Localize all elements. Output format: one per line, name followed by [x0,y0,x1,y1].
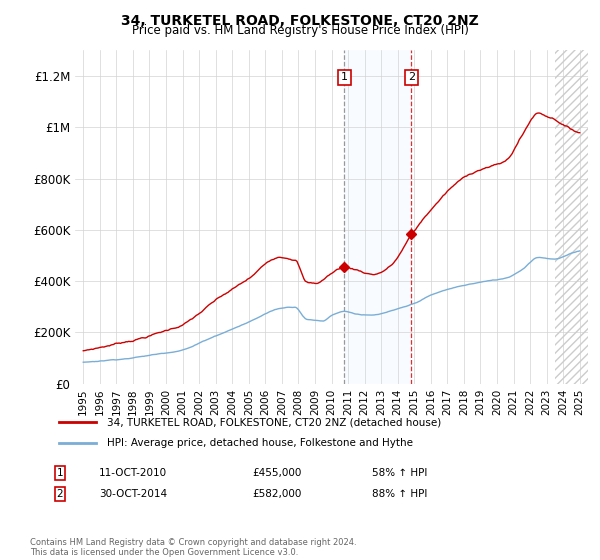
Text: Price paid vs. HM Land Registry's House Price Index (HPI): Price paid vs. HM Land Registry's House … [131,24,469,37]
Text: 1: 1 [341,72,348,82]
Bar [555,50,588,384]
Text: 1: 1 [56,468,64,478]
Text: 34, TURKETEL ROAD, FOLKESTONE, CT20 2NZ: 34, TURKETEL ROAD, FOLKESTONE, CT20 2NZ [121,14,479,28]
Text: HPI: Average price, detached house, Folkestone and Hythe: HPI: Average price, detached house, Folk… [107,438,413,448]
Text: £582,000: £582,000 [252,489,301,499]
Text: Contains HM Land Registry data © Crown copyright and database right 2024.
This d: Contains HM Land Registry data © Crown c… [30,538,356,557]
Text: 11-OCT-2010: 11-OCT-2010 [99,468,167,478]
Text: 34, TURKETEL ROAD, FOLKESTONE, CT20 2NZ (detached house): 34, TURKETEL ROAD, FOLKESTONE, CT20 2NZ … [107,417,441,427]
Text: 88% ↑ HPI: 88% ↑ HPI [372,489,427,499]
Text: 2: 2 [56,489,64,499]
Text: 30-OCT-2014: 30-OCT-2014 [99,489,167,499]
Text: £455,000: £455,000 [252,468,301,478]
Bar [344,50,412,384]
Text: 58% ↑ HPI: 58% ↑ HPI [372,468,427,478]
Text: 2: 2 [408,72,415,82]
